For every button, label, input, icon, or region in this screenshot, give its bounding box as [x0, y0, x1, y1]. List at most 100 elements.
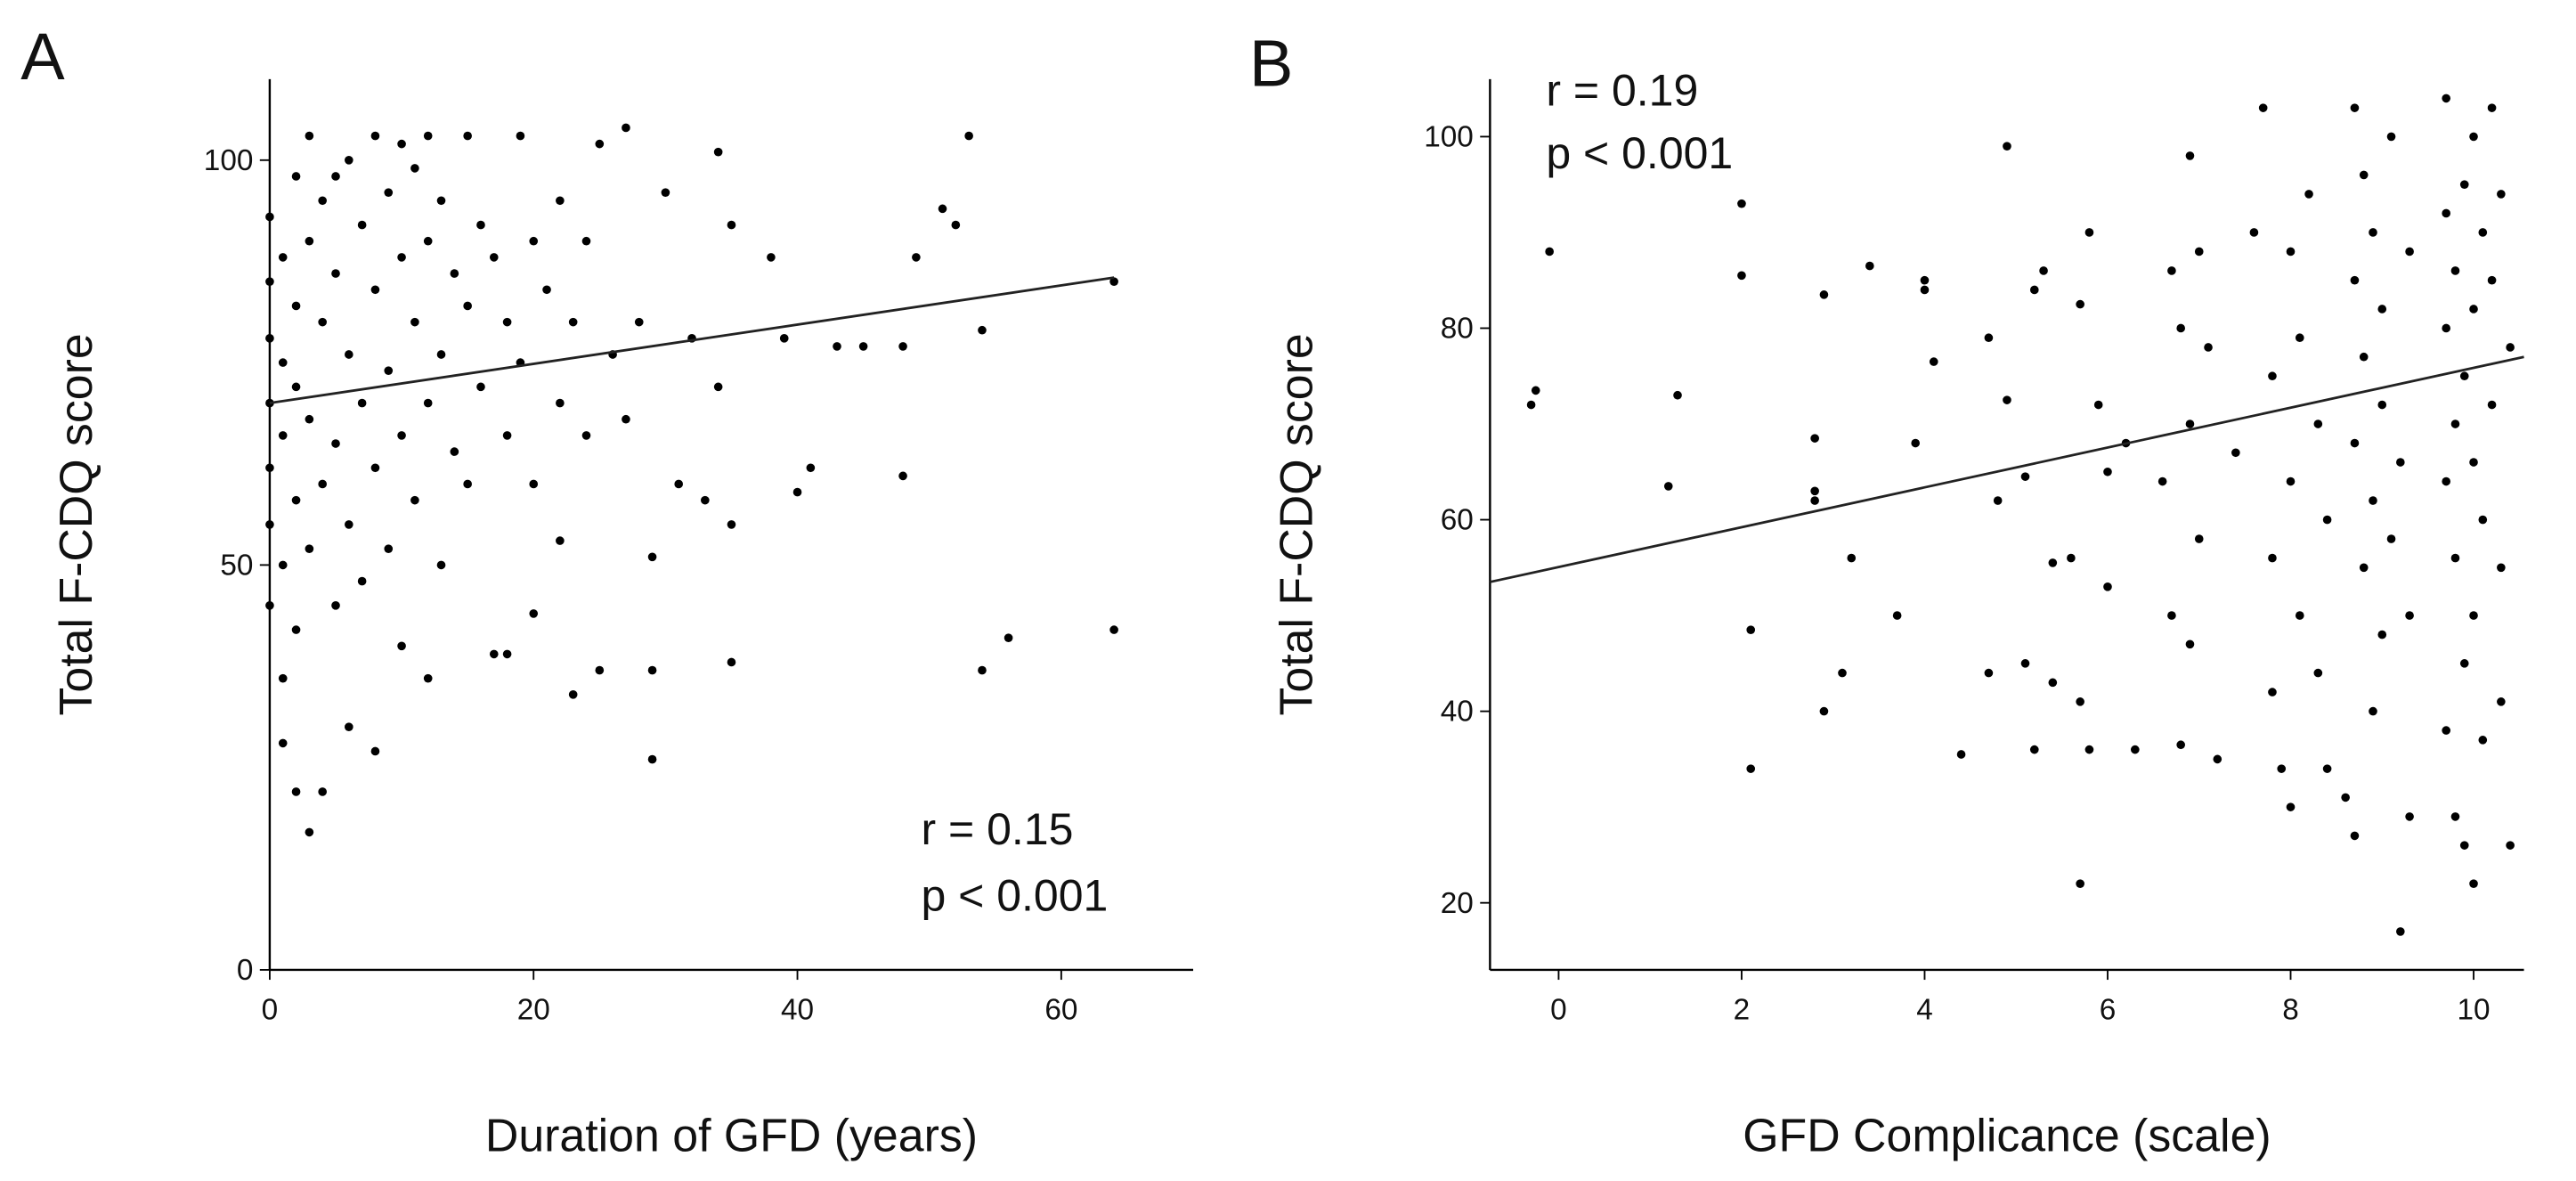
trend-line: [1490, 355, 2524, 583]
data-point: [436, 196, 446, 206]
data-point: [2359, 352, 2369, 362]
data-point: [2295, 333, 2304, 343]
data-point: [2029, 745, 2039, 754]
data-point: [1892, 611, 1902, 620]
data-point: [938, 204, 947, 214]
x-tick-label: 2: [1734, 994, 1751, 1027]
data-point: [265, 334, 274, 343]
data-point: [1109, 625, 1118, 634]
data-point: [2076, 697, 2084, 706]
data-point: [2084, 228, 2094, 237]
data-point: [2369, 496, 2377, 505]
data-point: [2442, 726, 2451, 735]
data-point: [502, 431, 512, 440]
data-point: [278, 673, 288, 683]
data-point: [344, 722, 353, 732]
data-point: [2313, 419, 2323, 428]
data-point: [2405, 611, 2414, 620]
data-point: [357, 576, 367, 586]
data-point: [833, 342, 841, 351]
data-point: [2158, 476, 2167, 486]
data-point: [581, 431, 591, 440]
data-point: [291, 172, 301, 181]
data-point: [647, 754, 657, 764]
data-point: [2487, 103, 2497, 112]
data-point: [436, 350, 446, 359]
data-point: [1865, 261, 1874, 271]
x-tick-label: 0: [262, 994, 279, 1027]
x-tick-label: 60: [1044, 994, 1077, 1027]
annotation: p < 0.001: [1546, 128, 1733, 178]
data-point: [2377, 630, 2387, 639]
data-point: [1984, 333, 1994, 343]
x-axis-label: GFD Complicance (scale): [1743, 1110, 2271, 1161]
data-point: [265, 463, 274, 473]
data-point: [727, 657, 736, 667]
data-point: [727, 220, 736, 230]
data-point: [516, 131, 525, 141]
data-point: [2497, 190, 2506, 199]
data-point: [331, 439, 340, 448]
data-point: [2003, 142, 2011, 151]
data-point: [1004, 633, 1013, 643]
data-point: [291, 301, 301, 311]
data-point: [2386, 132, 2396, 142]
data-point: [357, 220, 367, 230]
data-point: [489, 253, 499, 262]
data-point: [2450, 419, 2460, 428]
data-point: [463, 301, 472, 311]
data-point: [2167, 266, 2176, 275]
data-point: [1746, 764, 1756, 773]
data-point: [2350, 831, 2360, 841]
data-point: [2304, 190, 2313, 199]
y-tick-label: 20: [1441, 887, 1474, 920]
data-point: [1526, 400, 1536, 410]
data-point: [2487, 275, 2497, 285]
data-point: [2350, 275, 2360, 285]
data-point: [2167, 611, 2176, 620]
data-point: [318, 317, 327, 327]
data-point: [278, 253, 288, 262]
data-point: [2176, 740, 2186, 750]
data-point: [2295, 611, 2304, 620]
data-point: [978, 665, 987, 675]
data-point: [291, 787, 301, 796]
y-tick-label: 100: [1424, 121, 1474, 154]
data-point: [2377, 400, 2387, 410]
data-point: [2459, 659, 2469, 668]
data-point: [2286, 802, 2296, 811]
data-point: [436, 560, 446, 570]
data-point: [2396, 458, 2405, 467]
data-point: [331, 601, 340, 610]
data-point: [779, 334, 789, 343]
data-point: [318, 787, 327, 796]
data-point: [568, 317, 578, 327]
data-point: [2268, 553, 2277, 563]
data-point: [357, 398, 367, 408]
data-point: [2369, 228, 2377, 237]
data-point: [1545, 247, 1554, 257]
data-point: [1993, 496, 2003, 505]
data-point: [2322, 515, 2332, 525]
y-tick-label: 80: [1441, 313, 1474, 346]
y-tick-label: 40: [1441, 696, 1474, 729]
data-point: [2405, 247, 2414, 257]
data-point: [278, 431, 288, 440]
data-point: [556, 398, 565, 408]
data-point: [2067, 553, 2076, 563]
data-point: [661, 188, 670, 197]
data-point: [2020, 659, 2030, 668]
data-point: [2003, 395, 2011, 404]
data-point: [423, 398, 433, 408]
data-point: [2350, 103, 2360, 112]
data-point: [370, 463, 380, 473]
data-point: [2268, 688, 2277, 696]
data-point: [2469, 458, 2478, 467]
data-point: [344, 155, 353, 165]
data-point: [2313, 668, 2323, 678]
panel-label: B: [1249, 26, 1293, 100]
data-point: [397, 139, 406, 149]
data-point: [2277, 764, 2287, 773]
data-point: [2039, 266, 2048, 275]
data-point: [2076, 299, 2084, 309]
